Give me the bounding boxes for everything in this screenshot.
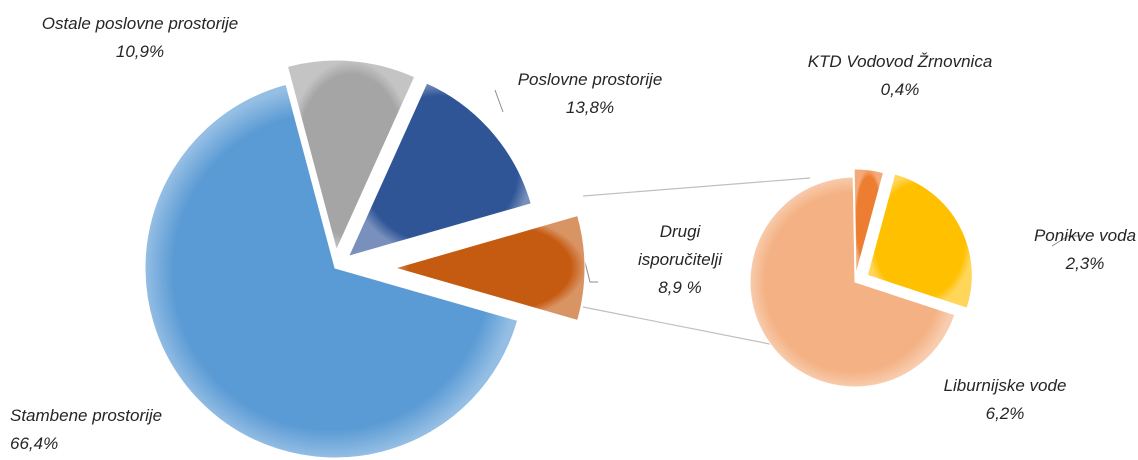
- label-text: Ostale poslovne prostorije: [41, 14, 239, 33]
- data-label: Stambene prostorije 66,4%: [10, 402, 250, 458]
- label-text: 6,2%: [985, 404, 1025, 423]
- label-text: 13,8%: [565, 98, 615, 117]
- data-label: Poslovne prostorije 13,8%: [480, 66, 700, 122]
- slice-shine: [395, 215, 585, 321]
- connector-line: [582, 177, 811, 197]
- leader-line: [1051, 235, 1083, 247]
- data-label: Ostale poslovne prostorije 10,9%: [10, 10, 270, 66]
- data-label: Drugi isporučitelji 8,9 %: [620, 218, 740, 302]
- label-text: KTD Vodovod Žrnovnica: [807, 52, 993, 71]
- slice-shine: [749, 177, 955, 387]
- slice-shine: [348, 83, 532, 257]
- data-label: KTD Vodovod Žrnovnica 0,4%: [770, 48, 1030, 104]
- slice-shine: [854, 169, 884, 275]
- data-label: Ponikve voda 2,3%: [1010, 222, 1138, 278]
- label-text: 66,4%: [10, 434, 59, 453]
- label-text: Drugi isporučitelji: [637, 222, 723, 269]
- label-text: Stambene prostorije: [10, 406, 163, 425]
- label-text: 0,4%: [880, 80, 920, 99]
- slice-shine: [145, 84, 518, 458]
- label-text: 10,9%: [115, 42, 165, 61]
- leader-line: [584, 261, 598, 283]
- data-label: Liburnijske vode 6,2%: [920, 372, 1090, 428]
- label-text: Liburnijske vode: [943, 376, 1067, 395]
- label-text: 8,9 %: [658, 278, 702, 297]
- label-text: Poslovne prostorije: [517, 70, 663, 89]
- label-text: 2,3%: [1065, 254, 1105, 273]
- slice-shine: [287, 60, 415, 251]
- slice-shine: [867, 174, 973, 309]
- connector-line: [582, 306, 801, 351]
- leader-line: [494, 89, 504, 113]
- label-text: Ponikve voda: [1033, 226, 1137, 245]
